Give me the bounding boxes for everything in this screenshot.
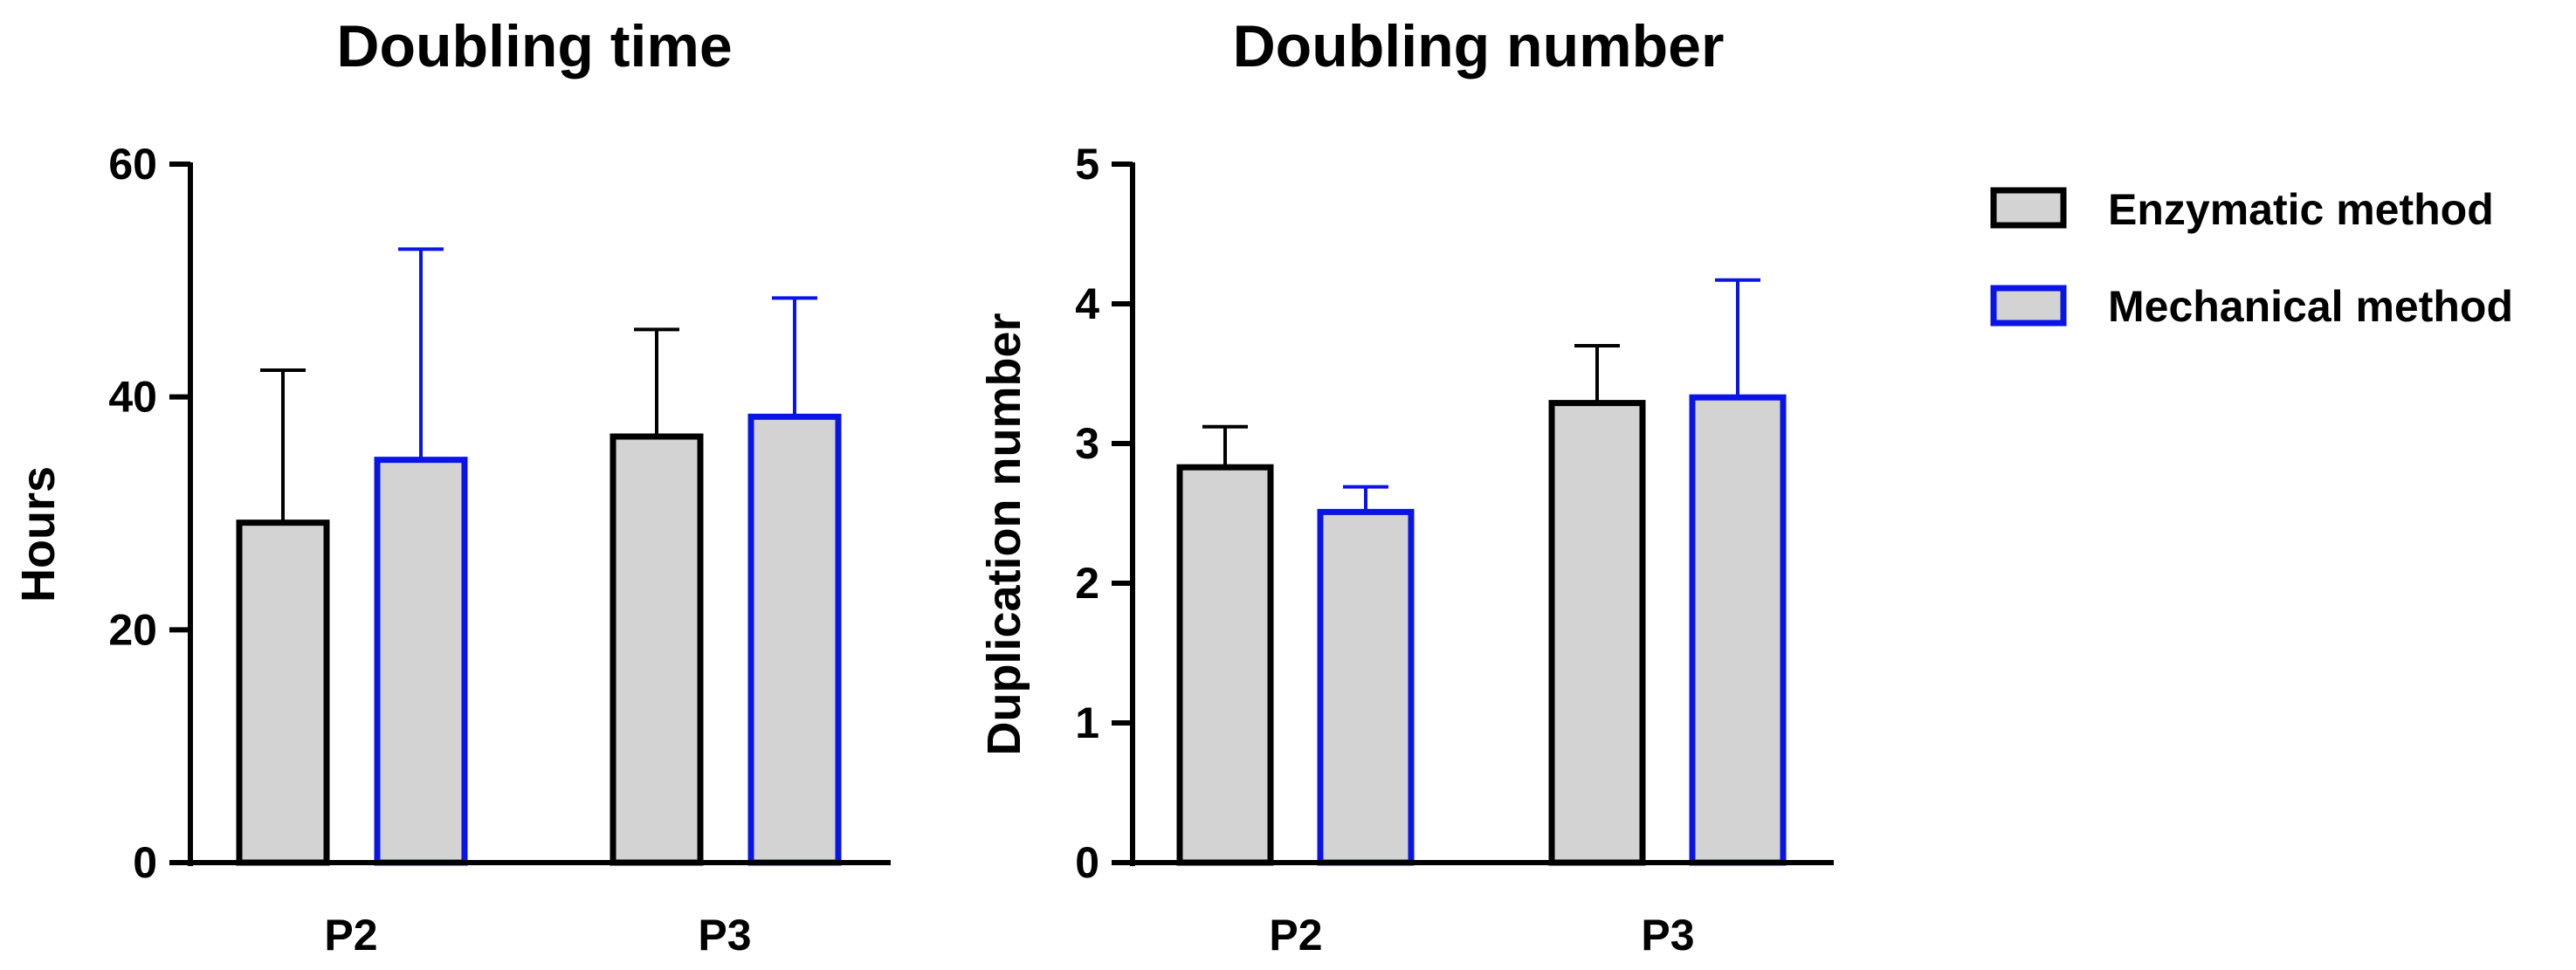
- y-tick-label: 0: [133, 838, 157, 887]
- x-tick-label-p2: P2: [1269, 911, 1322, 960]
- x-tick-label-p2: P2: [324, 911, 377, 960]
- chart-title-doubling-time: Doubling time: [336, 13, 732, 79]
- legend: Enzymatic method Mechanical method: [1990, 185, 2513, 331]
- bar-mechanical-p3: [1689, 394, 1787, 866]
- bar-enzymatic-p2: [236, 519, 330, 866]
- x-tick-label-p3: P3: [1641, 911, 1694, 960]
- y-axis-label-duplication-number: Duplication number: [978, 313, 1030, 755]
- legend-label-mechanical: Mechanical method: [2108, 282, 2513, 331]
- y-tick-label: 20: [108, 605, 157, 654]
- bar-mechanical-p3: [747, 413, 842, 866]
- doubling-number-panel: Doubling number Duplication number P2 P3…: [978, 13, 1834, 960]
- y-tick-label: 40: [108, 373, 157, 422]
- legend-label-enzymatic: Enzymatic method: [2108, 185, 2494, 234]
- bar-enzymatic-p2: [1176, 464, 1274, 866]
- chart-title-doubling-number: Doubling number: [1233, 13, 1725, 79]
- bar-mechanical-p2: [1317, 508, 1415, 866]
- y-tick-label: 0: [1075, 838, 1099, 887]
- y-tick-label: 1: [1075, 698, 1099, 747]
- y-tick-label: 4: [1075, 279, 1099, 328]
- y-axis-label-hours: Hours: [12, 466, 65, 602]
- x-tick-label-p3: P3: [698, 911, 751, 960]
- legend-swatch-mechanical: [1990, 285, 2067, 327]
- y-tick-label: 3: [1075, 419, 1099, 468]
- bar-mechanical-p2: [374, 457, 468, 866]
- y-tick-label: 2: [1075, 559, 1099, 608]
- y-tick-label: 60: [108, 140, 157, 189]
- y-tick-label: 5: [1075, 140, 1099, 189]
- bar-enzymatic-p3: [1548, 400, 1646, 866]
- doubling-time-panel: Doubling time Hours P2 P3 0 20 40 60: [12, 13, 891, 960]
- legend-swatch-enzymatic: [1990, 187, 2067, 229]
- bar-enzymatic-p3: [610, 433, 704, 866]
